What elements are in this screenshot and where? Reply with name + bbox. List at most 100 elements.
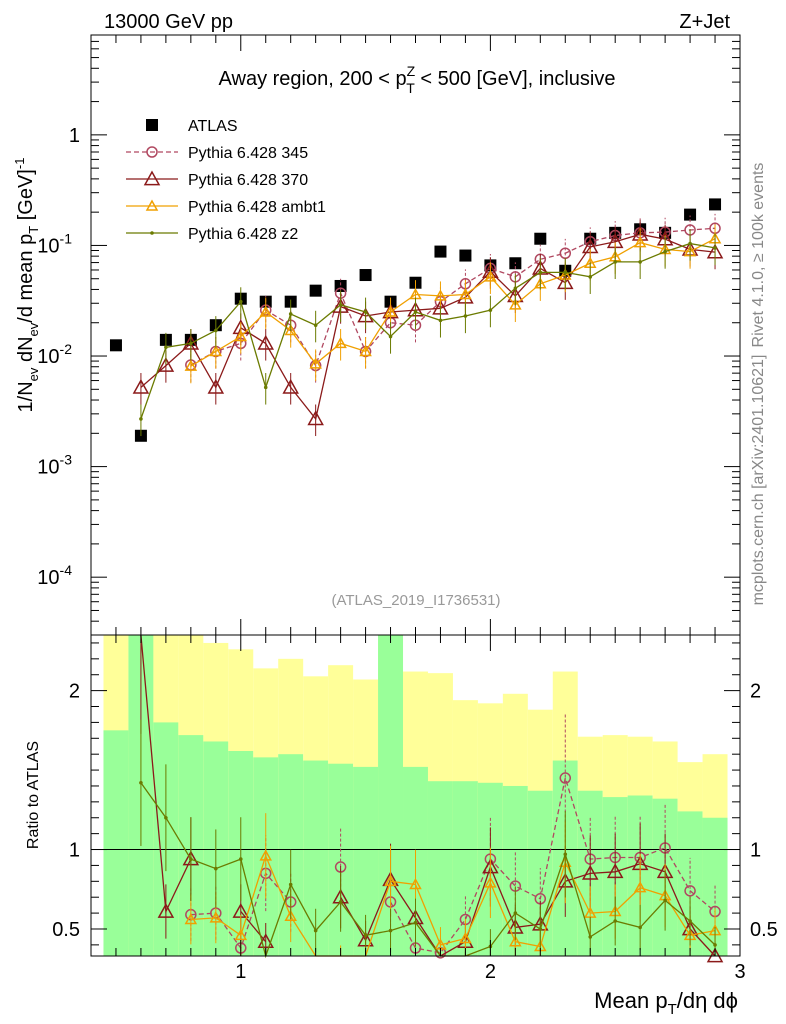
ratio-point [214,866,218,871]
data-point [709,198,722,211]
ratio-plot-panel: 0.5 0.5 1 1 2 2 1 2 3 Ratio to ATLAS Mean pT/dη … [25,634,778,1018]
data-point [139,417,143,421]
data-point [563,270,568,275]
data-point [688,241,692,246]
ratio-point [581,864,599,880]
data-point [309,357,322,369]
legend-entry: Pythia 6.428 345 [126,145,308,162]
ratio-point [157,902,175,918]
y-tick-label: 1 [69,125,80,147]
data-point [184,359,198,371]
data-point [209,344,223,357]
data-point [282,378,299,394]
legend-entry: Pythia 6.428 ambt1 [126,199,326,216]
ratio-point [606,863,624,879]
ratio-plot-content [91,634,740,963]
data-point [313,323,318,327]
ratio-series-line [190,853,716,957]
data-point [338,303,343,307]
legend-marker [143,170,161,186]
data-point [284,323,297,336]
data-point [157,357,175,372]
data-point [459,249,472,262]
data-point [413,310,418,314]
ratio-point [484,876,497,888]
series-2 [132,219,724,437]
ratio-y-tick-label-right: 0.5 [750,919,778,941]
ratio-y-tick-label-right: 1 [750,840,761,862]
ratio-y-axis-label: Ratio to ATLAS [25,741,42,849]
ratio-point [259,849,273,861]
ratio-point [288,882,293,887]
x-axis-label: Mean pT/dη dϕ [594,988,738,1018]
main-axis-ticks: 10-410-310-210-11 [37,34,740,636]
data-point [509,298,522,310]
tick-exponent: -3 [60,452,73,468]
data-point [259,305,273,317]
ratio-point [234,928,248,941]
tick-base: 10 [37,457,59,479]
y-tick-label: 10-2 [37,341,72,368]
ratio-point [638,925,642,930]
ratio-series-3 [139,719,717,959]
ratio-point [684,885,696,897]
data-point [588,275,593,279]
ratio-point [139,780,143,785]
ratio-point [313,928,318,933]
data-point [713,246,717,250]
ratio-point [238,857,243,861]
data-point [164,345,168,350]
data-point [434,245,447,258]
main-plot-panel: 10-410-310-210-11 Away region, 200 < pZ T… [12,34,741,636]
ratio-point [663,898,667,903]
mcplots-label: mcplots.cern.ch [arXiv:2401.10621] [750,355,767,606]
header-process-label: Z+Jet [679,11,730,33]
data-point [534,232,547,245]
y-tick-label: 10-3 [37,452,72,479]
legend-label: ATLAS [188,118,238,135]
data-point [388,334,393,339]
ratio-y-tick-label: 1 [69,840,80,862]
data-point [463,314,468,318]
ratio-point [713,943,717,947]
tick-base: 10 [37,346,59,368]
series-line [190,238,716,367]
ratio-point [588,935,593,939]
legend-marker [146,146,158,158]
data-point [363,310,368,314]
legend-label: Pythia 6.428 ambt1 [188,199,326,216]
ratio-y-tick-label-right: 2 [750,681,761,703]
legend-label: Pythia 6.428 370 [188,172,308,189]
legend: ATLAS Pythia 6.428 345 Pythia 6.428 370 Pyt… [126,118,326,243]
data-point [359,269,372,282]
x-tick-label: 2 [485,961,496,983]
tick-base: 10 [37,567,59,589]
green-band-bin [427,781,453,956]
data-point [207,378,225,394]
ratio-y-tick-label: 0.5 [52,919,80,941]
data-point [384,305,397,317]
series-line [190,227,716,368]
ratio-point [633,881,647,893]
legend-entry: Pythia 6.428 370 [126,170,308,189]
ratio-point [538,927,543,931]
tick-exponent: -1 [60,230,73,246]
ratio-point [384,874,397,887]
data-point [234,330,248,342]
ratio-point [363,933,368,938]
data-point [684,208,697,221]
ratio-point [284,909,297,922]
data-point [132,378,150,394]
ratio-y-tick-label: 2 [69,681,80,703]
ratio-axis-ticks: 0.5 0.5 1 1 2 2 1 2 3 [52,635,778,983]
y-tick-label: 10-1 [37,230,72,257]
legend-entry: Pythia 6.428 z2 [126,226,298,243]
x-tick-label: 3 [734,961,745,983]
ratio-point [388,928,393,933]
ratio-point [613,919,617,923]
green-band-bin [103,730,129,956]
series-4 [139,229,717,437]
data-point [189,341,193,346]
data-point [538,270,543,275]
rivet-version-label: Rivet 4.1.0, ≥ 100k events [750,163,767,348]
